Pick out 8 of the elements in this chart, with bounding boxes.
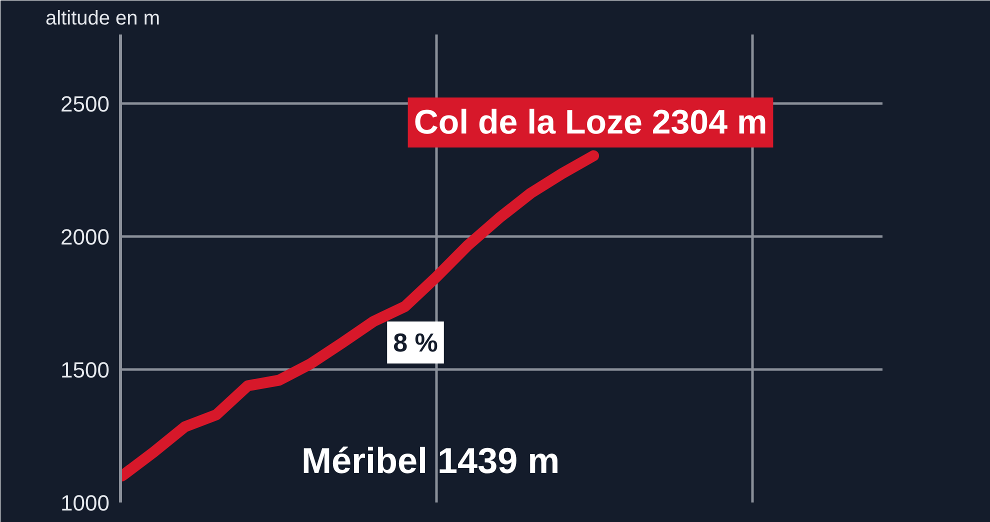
y-tick-label: 1500	[60, 358, 110, 383]
annotation: 8 %	[393, 328, 438, 358]
y-tick-label: 1000	[60, 490, 110, 516]
y-tick-label: 2000	[60, 224, 110, 250]
y-axis-title: altitude en m	[46, 8, 160, 30]
annotation: Méribel 1439 m	[302, 440, 560, 481]
y-tick-label: 2500	[60, 92, 110, 117]
annotation: Col de la Loze 2304 m	[414, 104, 768, 142]
